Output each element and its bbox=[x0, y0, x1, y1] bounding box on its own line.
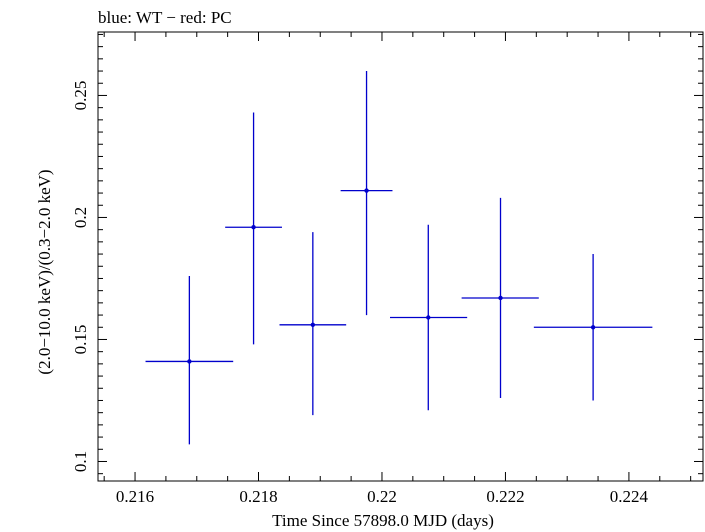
x-tick-label: 0.216 bbox=[116, 487, 154, 506]
data-point bbox=[533, 254, 653, 401]
data-series-wt bbox=[145, 71, 653, 445]
plot-area bbox=[97, 31, 704, 482]
data-marker bbox=[590, 325, 596, 330]
y-axis-label: (2.0−10.0 keV)/(0.3−2.0 keV) bbox=[35, 169, 54, 374]
data-marker bbox=[310, 322, 316, 328]
y-tick-label: 0.1 bbox=[71, 451, 90, 472]
x-tick-label: 0.218 bbox=[239, 487, 277, 506]
x-axis-label: Time Since 57898.0 MJD (days) bbox=[272, 511, 494, 530]
data-point bbox=[461, 197, 539, 399]
x-tick-label: 0.22 bbox=[367, 487, 397, 506]
data-point bbox=[145, 276, 234, 445]
data-marker bbox=[498, 295, 503, 301]
y-axis: 0.1 0.15 0.2 0.25 bbox=[71, 33, 703, 475]
x-tick-label: 0.224 bbox=[610, 487, 649, 506]
data-point bbox=[225, 112, 282, 345]
data-marker bbox=[426, 315, 431, 320]
data-point bbox=[390, 224, 468, 411]
chart-title: blue: WT − red: PC bbox=[98, 8, 232, 27]
data-marker bbox=[251, 225, 256, 230]
data-marker bbox=[364, 188, 369, 193]
data-point bbox=[279, 232, 347, 416]
plot-frame bbox=[97, 31, 704, 482]
x-tick-label: 0.222 bbox=[486, 487, 524, 506]
y-tick-label: 0.25 bbox=[71, 81, 90, 111]
y-tick-label: 0.2 bbox=[71, 207, 90, 228]
data-point bbox=[340, 71, 393, 316]
y-tick-label: 0.15 bbox=[71, 325, 90, 355]
data-marker bbox=[187, 359, 192, 364]
x-axis: 0.216 0.218 0.22 0.222 0.224 bbox=[103, 32, 692, 506]
